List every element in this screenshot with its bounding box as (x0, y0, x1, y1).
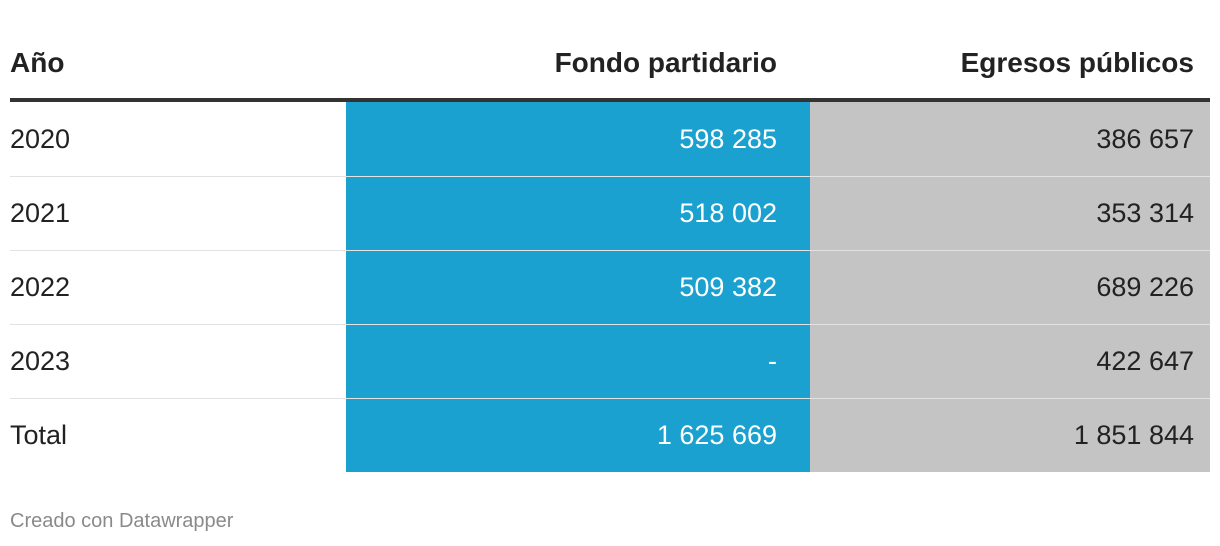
table-cell: 598 285 (346, 102, 810, 176)
table-cell: 2023 (10, 345, 71, 376)
table-cell: 422 647 (810, 324, 1210, 398)
column-header: Egresos públicos (960, 47, 1194, 78)
column-header: Año (10, 47, 65, 78)
table-cell: Total (10, 419, 68, 450)
table-cell: 386 657 (810, 102, 1210, 176)
table-cell: 1 851 844 (810, 398, 1210, 472)
row-separator (10, 250, 1210, 251)
header-rule (10, 98, 1210, 102)
table-cell: 1 625 669 (346, 398, 810, 472)
table-cell: 2021 (10, 197, 71, 228)
table-cell: 353 314 (810, 176, 1210, 250)
table-cell: 2020 (10, 123, 71, 154)
footer: Creado con Datawrapper (10, 510, 234, 532)
row-separator (10, 176, 1210, 177)
table-cell: 518 002 (346, 176, 810, 250)
table-cell: 689 226 (810, 250, 1210, 324)
row-separator (10, 324, 1210, 325)
row-separator (10, 398, 1210, 399)
table-cell: - (346, 324, 810, 398)
column-header: Fondo partidario (554, 47, 777, 78)
table-cell: 2022 (10, 271, 71, 302)
table-cell: 509 382 (346, 250, 810, 324)
